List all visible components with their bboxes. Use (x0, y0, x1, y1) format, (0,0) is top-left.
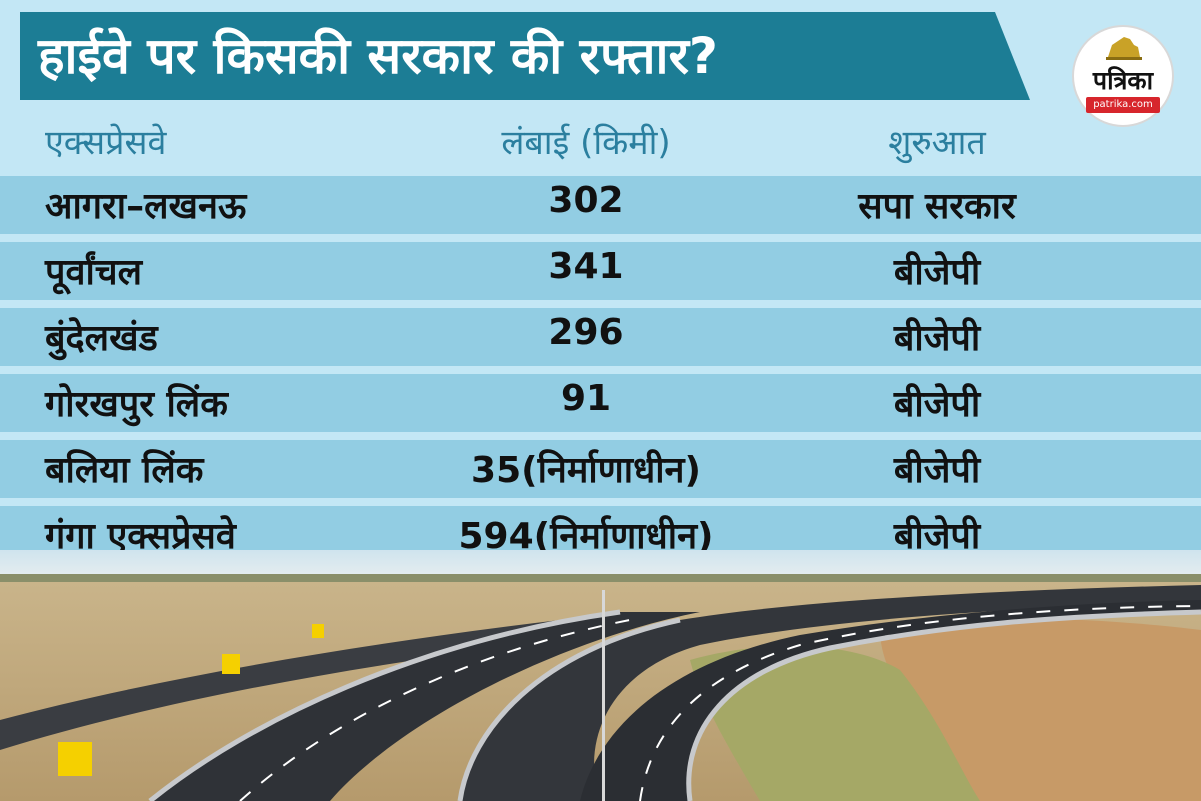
cell-length: 341 (548, 246, 624, 287)
header-expressway: एक्सप्रेसवे (45, 123, 167, 163)
table-row: गोरखपुर लिंक 91 बीजेपी (0, 374, 1201, 432)
cell-name: बलिया लिंक (45, 450, 204, 491)
cell-length: 91 (560, 378, 612, 419)
logo-name: पत्रिका (1092, 66, 1154, 95)
header-length: लंबाई (किमी) (501, 123, 671, 163)
table-row: बुंदेलखंड 296 बीजेपी (0, 308, 1201, 366)
table-row: आगरा–लखनऊ 302 सपा सरकार (0, 176, 1201, 234)
logo-url: patrika.com (1086, 97, 1160, 113)
cell-start: बीजेपी (893, 252, 981, 293)
cell-start: सपा सरकार (858, 186, 1016, 227)
cell-length: 35(निर्माणाधीन) (471, 450, 701, 491)
expressway-table: एक्सप्रेसवे लंबाई (किमी) शुरुआत आगरा–लखन… (0, 110, 1201, 564)
cell-name: गोरखपुर लिंक (45, 384, 228, 425)
cell-length: 302 (548, 180, 624, 221)
lion-emblem-icon (1106, 37, 1142, 60)
cell-name: आगरा–लखनऊ (45, 186, 247, 227)
cell-name: पूर्वांचल (45, 252, 143, 293)
patrika-logo: पत्रिका patrika.com (1072, 25, 1174, 127)
cell-start: बीजेपी (893, 450, 981, 491)
cell-length: 296 (548, 312, 624, 353)
cell-start: बीजेपी (893, 318, 981, 359)
header-start: शुरुआत (888, 123, 986, 163)
expressway-photo (0, 550, 1201, 801)
table-row: पूर्वांचल 341 बीजेपी (0, 242, 1201, 300)
table-header: एक्सप्रेसवे लंबाई (किमी) शुरुआत (0, 110, 1201, 170)
cell-start: बीजेपी (893, 384, 981, 425)
title-banner-shape (20, 12, 1030, 100)
table-row: बलिया लिंक 35(निर्माणाधीन) बीजेपी (0, 440, 1201, 498)
title-banner: हाईवे पर किसकी सरकार की रफ्तार? (20, 12, 1030, 100)
page-title: हाईवे पर किसकी सरकार की रफ्तार? (38, 27, 718, 85)
cell-name: बुंदेलखंड (45, 318, 158, 359)
